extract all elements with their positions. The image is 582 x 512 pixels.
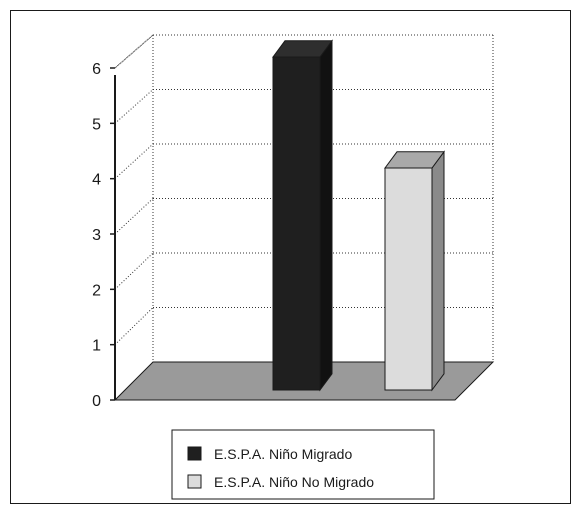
wall-diagonal (114, 198, 154, 235)
wall-diagonal (114, 252, 154, 290)
y-tick-label: 4 (92, 172, 101, 189)
legend-swatch-1 (187, 446, 202, 461)
bar-side (319, 39, 333, 392)
wall-diagonal (114, 307, 154, 346)
bars (272, 39, 445, 392)
legend-label-1: E.S.P.A. Niño Migrado (214, 446, 352, 462)
bar-front (384, 167, 433, 391)
y-tick-label: 2 (92, 282, 101, 299)
legend-swatch-2 (187, 474, 202, 489)
legend: E.S.P.A. Niño Migrado E.S.P.A. Niño No M… (171, 429, 435, 500)
wall-diagonal (114, 89, 154, 124)
y-tick-labels: 0 1 2 3 4 5 6 (92, 61, 115, 410)
gridlines (152, 34, 494, 362)
wall-diagonal (114, 143, 154, 180)
bar-1 (272, 39, 333, 392)
legend-box (171, 429, 435, 500)
y-tick-label: 6 (92, 61, 101, 78)
y-tick-label: 3 (92, 227, 101, 244)
legend-label-2: E.S.P.A. Niño No Migrado (214, 474, 374, 490)
bar-2 (384, 150, 445, 392)
wall-diagonals (114, 34, 154, 346)
y-tick-label: 5 (92, 116, 101, 133)
bar-front (272, 56, 321, 391)
y-tick-label: 1 (92, 338, 101, 355)
y-tick-label: 0 (92, 393, 101, 410)
bar-side (431, 150, 445, 392)
